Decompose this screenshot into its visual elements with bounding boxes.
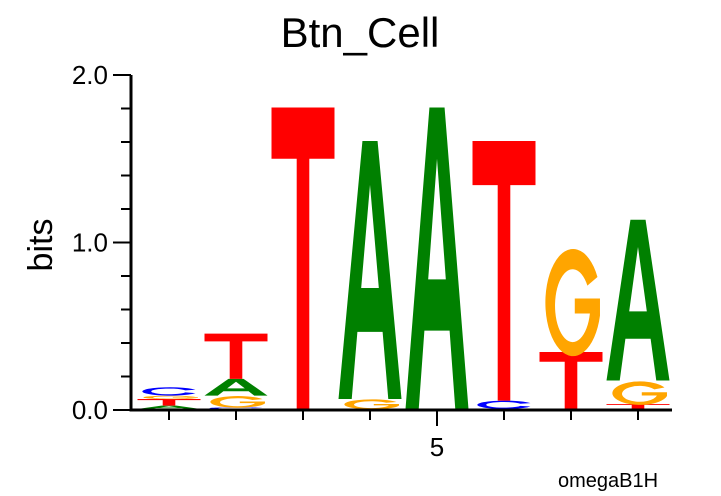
letter-A-pos-4 — [338, 141, 402, 399]
logo-letters — [137, 107, 670, 410]
letter-A-pos-5 — [405, 107, 469, 409]
letter-A-pos-1 — [137, 405, 201, 409]
letter-T-pos-1 — [137, 398, 201, 406]
y-tick-label: 2.0 — [72, 60, 108, 90]
letter-G-pos-2 — [210, 396, 265, 408]
letter-C-pos-6 — [477, 400, 531, 409]
letter-T-pos-7 — [539, 352, 603, 409]
letter-T-pos-3 — [271, 107, 335, 409]
letter-T-pos-8 — [606, 403, 670, 409]
footer-label: omegaB1H — [558, 470, 658, 492]
letter-G-pos-8 — [612, 381, 667, 405]
x-tick-label: 5 — [430, 432, 444, 462]
axes: 0.0 1.0 2.0 5 — [72, 60, 672, 462]
letter-G-pos-7 — [545, 248, 600, 357]
chart-title: Btn_Cell — [281, 9, 440, 56]
letter-T-pos-6 — [472, 141, 536, 401]
letter-G-pos-1 — [143, 395, 198, 400]
y-tick-label: 1.0 — [72, 228, 108, 258]
letter-C-pos-1 — [142, 387, 196, 396]
y-axis-label: bits — [22, 219, 60, 272]
y-tick-label: 0.0 — [72, 395, 108, 425]
letter-T-pos-2 — [204, 333, 268, 379]
letter-G-pos-4 — [344, 399, 399, 410]
letter-A-pos-8 — [606, 219, 670, 381]
letter-A-pos-2 — [204, 378, 268, 396]
